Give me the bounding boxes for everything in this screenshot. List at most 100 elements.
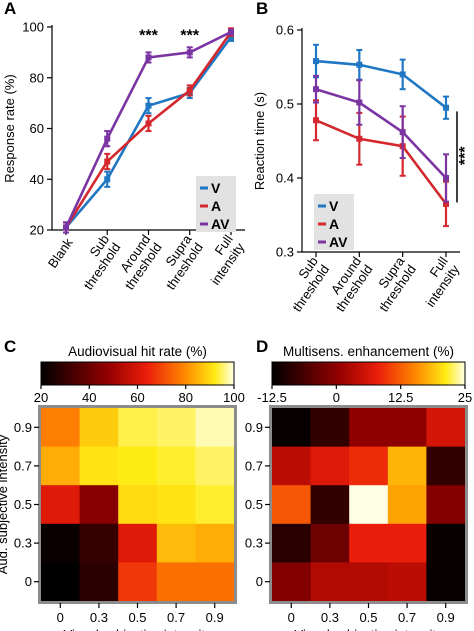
x-tick-label: Subthreshold <box>278 254 332 314</box>
heatmap-cell <box>310 485 350 525</box>
heatmap-cell <box>310 523 350 563</box>
data-point <box>443 200 449 207</box>
heatmap-cell <box>272 446 312 486</box>
legend-label: V <box>329 198 339 214</box>
panel-letter: B <box>256 0 268 18</box>
data-point <box>145 120 152 127</box>
y-tick-label: 0.3 <box>276 245 294 260</box>
data-point <box>228 34 234 41</box>
y-tick-label: 100 <box>22 20 44 35</box>
heatmap-cell <box>349 523 389 563</box>
data-point <box>104 135 111 142</box>
y-tick-label: 80 <box>30 70 44 85</box>
y-tick-label: 40 <box>30 172 44 187</box>
heatmap-cell <box>349 485 389 525</box>
colorbar-tick-label: 12.5 <box>388 390 413 405</box>
y-tick-label: 0.5 <box>276 97 294 112</box>
data-point <box>186 49 193 56</box>
significance-stars: *** <box>457 146 474 165</box>
heatmap-cell <box>426 485 466 525</box>
heatmap-cell <box>387 562 427 602</box>
x-tick-label: 0.3 <box>90 610 108 625</box>
heatmap-cell <box>349 562 389 602</box>
heatmap-cell <box>118 562 158 602</box>
significance-stars: *** <box>139 28 158 45</box>
heatmap-cell <box>310 408 350 448</box>
heatmap-cell <box>272 562 312 602</box>
heatmap-cell <box>349 446 389 486</box>
heatmap-cell <box>195 485 235 525</box>
data-point <box>228 29 234 36</box>
y-tick-label: 0.4 <box>276 171 294 186</box>
y-tick-label: 0.7 <box>245 458 263 473</box>
data-point <box>313 58 319 65</box>
data-point <box>399 129 406 136</box>
heatmap-cell <box>426 446 466 486</box>
heatmap-border <box>38 405 237 604</box>
colorbar-tick-label: 0 <box>333 390 340 405</box>
x-tick-label: 0 <box>57 610 64 625</box>
heatmap-cell <box>195 408 235 448</box>
y-tick-label: 0 <box>256 574 263 589</box>
x-tick-label: Aroundthreshold <box>321 254 375 314</box>
x-tick-label: 0.3 <box>321 610 339 625</box>
y-tick-label: 0.9 <box>14 420 32 435</box>
heatmap-cell <box>118 485 158 525</box>
heatmap-cell <box>118 408 158 448</box>
colorbar-tick-label: 60 <box>130 390 144 405</box>
heatmap-cell <box>156 408 196 448</box>
data-point <box>145 102 152 109</box>
data-point <box>356 99 363 106</box>
legend-label: AV <box>211 216 230 232</box>
heatmap-cell <box>79 408 119 448</box>
data-point <box>443 104 449 111</box>
x-tick-label: Suprathreshold <box>365 253 420 314</box>
panel-letter: D <box>256 337 268 356</box>
y-axis-label: Response rate (%) <box>2 74 17 182</box>
heatmap-cell <box>118 446 158 486</box>
colorbar-tick-label: -12.5 <box>257 390 287 405</box>
x-tick-label: Fullintensity <box>411 254 462 310</box>
data-point <box>443 175 449 181</box>
heatmap-cell <box>79 485 119 525</box>
y-axis-label: Reaction time (s) <box>252 92 267 190</box>
x-tick-label: Blank <box>45 235 76 271</box>
x-axis-label: Visual subjective intensity <box>64 627 212 631</box>
heatmap-cell <box>426 523 466 563</box>
y-axis-label: Aud. subjective intensity <box>0 434 10 574</box>
data-point <box>313 117 319 124</box>
heatmap-cell <box>272 485 312 525</box>
legend-label: A <box>211 198 221 214</box>
heatmap-border <box>269 405 468 604</box>
series-line-A <box>315 119 448 205</box>
data-point <box>104 176 111 183</box>
heatmap-cell <box>41 485 81 525</box>
series-line-V <box>315 59 447 109</box>
heatmap-cell <box>387 523 427 563</box>
colorbar-tick-label: 40 <box>82 390 96 405</box>
x-tick-label: 0.5 <box>128 610 146 625</box>
colorbar-title: Audiovisual hit rate (%) <box>68 344 207 359</box>
heatmap-cell <box>426 562 466 602</box>
data-point <box>356 61 363 68</box>
y-tick-label: 20 <box>30 223 44 238</box>
heatmap-cell <box>195 446 235 486</box>
y-tick-label: 0.5 <box>14 497 32 512</box>
panel-d: D Multisens. enhancement (%) -12.5 0 12.5 25 0… <box>245 337 472 631</box>
x-tick-label: 0.7 <box>167 610 185 625</box>
heatmap-cell <box>79 562 119 602</box>
heatmap-cell <box>387 485 427 525</box>
heatmap-cell <box>79 446 119 486</box>
data-point <box>313 86 319 93</box>
heatmap-cell <box>272 408 312 448</box>
panel-letter: A <box>4 0 16 18</box>
data-point <box>356 135 363 142</box>
x-tick-label: 0.9 <box>437 610 455 625</box>
colorbar-tick-label: 100 <box>223 390 245 405</box>
colorbar <box>40 361 235 386</box>
panel-letter: C <box>4 337 16 356</box>
colorbar-title: Multisens. enhancement (%) <box>283 344 454 359</box>
panel-c: C Audiovisual hit rate (%) 20 40 60 80 100 0 0.3… <box>0 337 245 631</box>
heatmap-cell <box>41 523 81 563</box>
